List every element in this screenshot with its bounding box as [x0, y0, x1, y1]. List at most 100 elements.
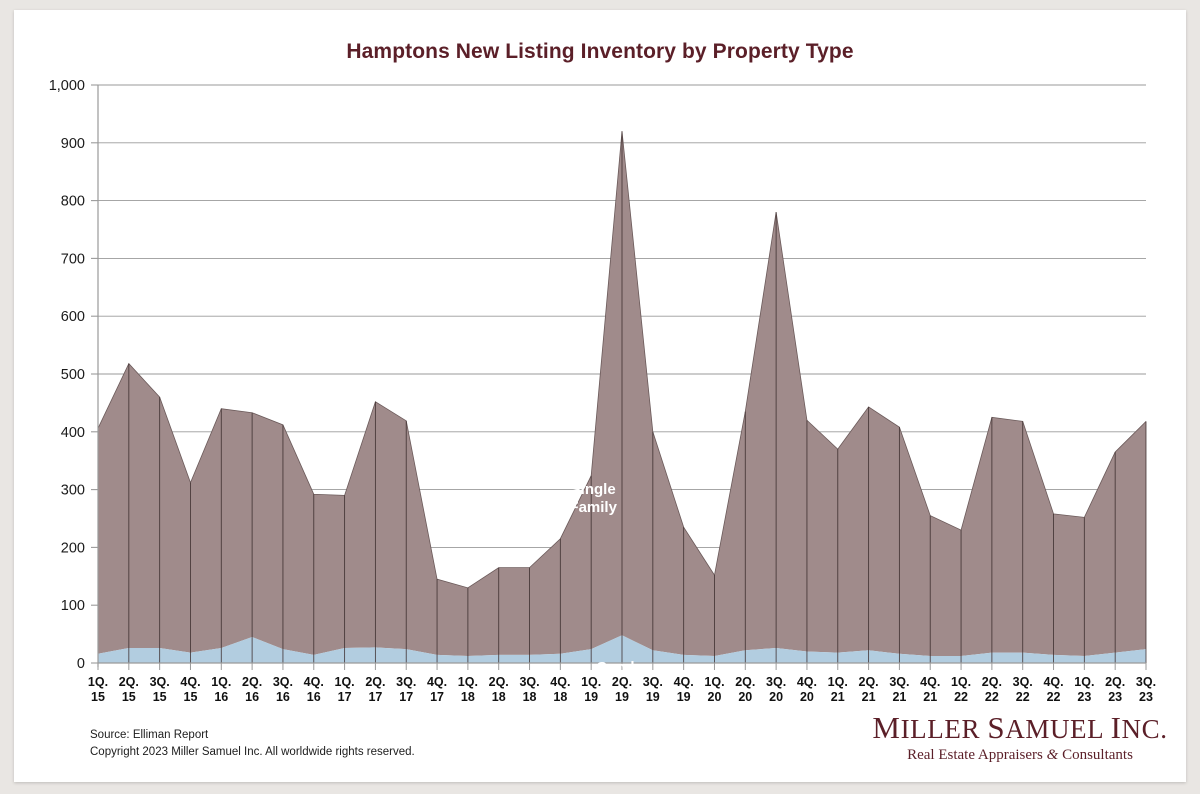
- x-axis-tick-label-quarter: 2Q.: [365, 675, 385, 689]
- y-axis-tick-label: 900: [61, 136, 85, 152]
- x-axis-tick-label-year: 18: [492, 690, 506, 704]
- y-axis-tick-label: 700: [61, 251, 85, 267]
- x-axis-tick-label-year: 20: [769, 690, 783, 704]
- x-axis-tick-label-year: 19: [677, 690, 691, 704]
- x-axis-tick-label-quarter: 4Q.: [427, 675, 447, 689]
- x-axis-tick-label-quarter: 3Q.: [1013, 675, 1033, 689]
- x-axis-tick-label-quarter: 1Q.: [581, 675, 601, 689]
- x-axis-tick-label-quarter: 4Q.: [180, 675, 200, 689]
- brand-name: MILLER SAMUEL INC.: [870, 710, 1170, 746]
- x-axis-tick-label-year: 21: [923, 690, 937, 704]
- stacked-area-chart: 01002003004005006007008009001,0001Q.152Q…: [49, 78, 1156, 704]
- x-axis-tick-label-quarter: 1Q.: [211, 675, 231, 689]
- y-axis-tick-label: 200: [61, 540, 85, 556]
- x-axis-tick-label-quarter: 2Q.: [612, 675, 632, 689]
- y-axis-tick-label: 0: [77, 656, 85, 672]
- x-axis-tick-label-quarter: 3Q.: [396, 675, 416, 689]
- x-axis-tick-label-year: 15: [122, 690, 136, 704]
- x-axis-tick-label-year: 22: [1047, 690, 1061, 704]
- brand-logo: MILLER SAMUEL INC. Real Estate Appraiser…: [870, 710, 1170, 764]
- x-axis-tick-label-quarter: 1Q.: [704, 675, 724, 689]
- x-axis-tick-label-quarter: 3Q.: [273, 675, 293, 689]
- x-axis-tick-label-quarter: 4Q.: [920, 675, 940, 689]
- footer-notes: Source: Elliman Report Copyright 2023 Mi…: [90, 727, 415, 760]
- x-axis-tick-label-quarter: 2Q.: [489, 675, 509, 689]
- x-axis-tick-label-quarter: 3Q.: [643, 675, 663, 689]
- y-axis-tick-label: 1,000: [49, 78, 85, 94]
- series-label-condo: Condo: [596, 659, 643, 676]
- x-axis-tick-label-year: 15: [184, 690, 198, 704]
- x-axis-tick-label-year: 17: [338, 690, 352, 704]
- brand-tagline-ampersand: &: [1046, 747, 1059, 763]
- x-axis-tick-label-year: 22: [954, 690, 968, 704]
- x-axis-tick-label-quarter: 4Q.: [674, 675, 694, 689]
- x-axis-tick-label-quarter: 3Q.: [1136, 675, 1156, 689]
- x-axis-tick-label-year: 19: [584, 690, 598, 704]
- x-axis-tick-label-quarter: 1Q.: [458, 675, 478, 689]
- x-axis-tick-label-year: 17: [430, 690, 444, 704]
- x-axis-tick-label-year: 22: [985, 690, 999, 704]
- brand-tagline-post: Consultants: [1058, 747, 1133, 763]
- x-axis-tick-label-quarter: 3Q.: [889, 675, 909, 689]
- chart-card: Hamptons New Listing Inventory by Proper…: [14, 10, 1186, 782]
- brand-tagline: Real Estate Appraisers & Consultants: [870, 747, 1170, 764]
- brand-tagline-pre: Real Estate Appraisers: [907, 747, 1047, 763]
- x-axis-tick-label-year: 21: [862, 690, 876, 704]
- x-axis-tick-label-quarter: 4Q.: [797, 675, 817, 689]
- x-axis-tick-label-year: 20: [800, 690, 814, 704]
- series-label-single-family-line2: Family: [569, 499, 617, 516]
- x-axis-tick-label-year: 22: [1016, 690, 1030, 704]
- x-axis-tick-label-quarter: 1Q.: [1074, 675, 1094, 689]
- x-axis-tick-label-quarter: 1Q.: [335, 675, 355, 689]
- x-axis-tick-label-year: 17: [399, 690, 413, 704]
- y-axis-tick-label: 800: [61, 194, 85, 210]
- x-axis-tick-label-year: 15: [153, 690, 167, 704]
- x-axis-tick-label-year: 18: [553, 690, 567, 704]
- y-axis-tick-label: 400: [61, 425, 85, 441]
- x-axis-tick-label-quarter: 3Q.: [519, 675, 539, 689]
- x-axis-tick-label-year: 18: [523, 690, 537, 704]
- x-axis-tick-label-year: 19: [615, 690, 629, 704]
- series-label-single-family-line1: Single: [571, 481, 616, 498]
- x-axis-tick-label-year: 16: [307, 690, 321, 704]
- x-axis-tick-label-quarter: 3Q.: [766, 675, 786, 689]
- x-axis-tick-label-year: 18: [461, 690, 475, 704]
- x-axis-tick-label-quarter: 1Q.: [951, 675, 971, 689]
- brand-name-initial: I: [1110, 710, 1122, 745]
- x-axis-tick-label-quarter: 2Q.: [119, 675, 139, 689]
- y-axis-tick-label: 500: [61, 367, 85, 383]
- x-axis-tick-label-year: 17: [368, 690, 382, 704]
- x-axis-tick-label-year: 20: [738, 690, 752, 704]
- brand-name-rest: AMUEL: [1005, 714, 1111, 744]
- x-axis-tick-label-year: 16: [245, 690, 259, 704]
- brand-name-initial: M: [872, 710, 901, 745]
- x-axis-tick-label-quarter: 1Q.: [828, 675, 848, 689]
- page-title: Hamptons New Listing Inventory by Proper…: [346, 40, 854, 63]
- x-axis-tick-label-year: 21: [892, 690, 906, 704]
- x-axis-tick-label-quarter: 2Q.: [982, 675, 1002, 689]
- x-axis-tick-label-year: 21: [831, 690, 845, 704]
- copyright-note: Copyright 2023 Miller Samuel Inc. All wo…: [90, 745, 415, 758]
- x-axis-tick-label-year: 15: [91, 690, 105, 704]
- source-note: Source: Elliman Report: [90, 729, 209, 741]
- category-dividers: [97, 131, 1147, 663]
- x-axis-tick-label-year: 19: [646, 690, 660, 704]
- x-axis-tick-label-year: 23: [1139, 690, 1153, 704]
- brand-name-initial: S: [987, 710, 1006, 745]
- brand-name-rest: ILLER: [900, 714, 988, 744]
- x-axis-tick-label-year: 20: [708, 690, 722, 704]
- y-axis-labels: 0 100 200 300 400 500 600 700 800 900 1,000: [49, 78, 85, 672]
- y-axis-tick-label: 100: [61, 598, 85, 614]
- x-axis-tick-label-quarter: 4Q.: [304, 675, 324, 689]
- x-axis-tick-label-quarter: 2Q.: [859, 675, 879, 689]
- x-axis-tick-label-year: 23: [1077, 690, 1091, 704]
- x-axis-tick-label-quarter: 2Q.: [735, 675, 755, 689]
- y-axis-tick-label: 600: [61, 309, 85, 325]
- x-axis-tick-label-year: 16: [276, 690, 290, 704]
- x-axis-tick-label-quarter: 4Q.: [1043, 675, 1063, 689]
- x-axis-tick-label-quarter: 4Q.: [550, 675, 570, 689]
- x-axis-tick-label-year: 23: [1108, 690, 1122, 704]
- x-axis-tick-label-year: 16: [214, 690, 228, 704]
- plot-area: 0 100 200 300 400 500 600 700 800 900 1,000 1Q. 15 2Q…: [14, 10, 1186, 782]
